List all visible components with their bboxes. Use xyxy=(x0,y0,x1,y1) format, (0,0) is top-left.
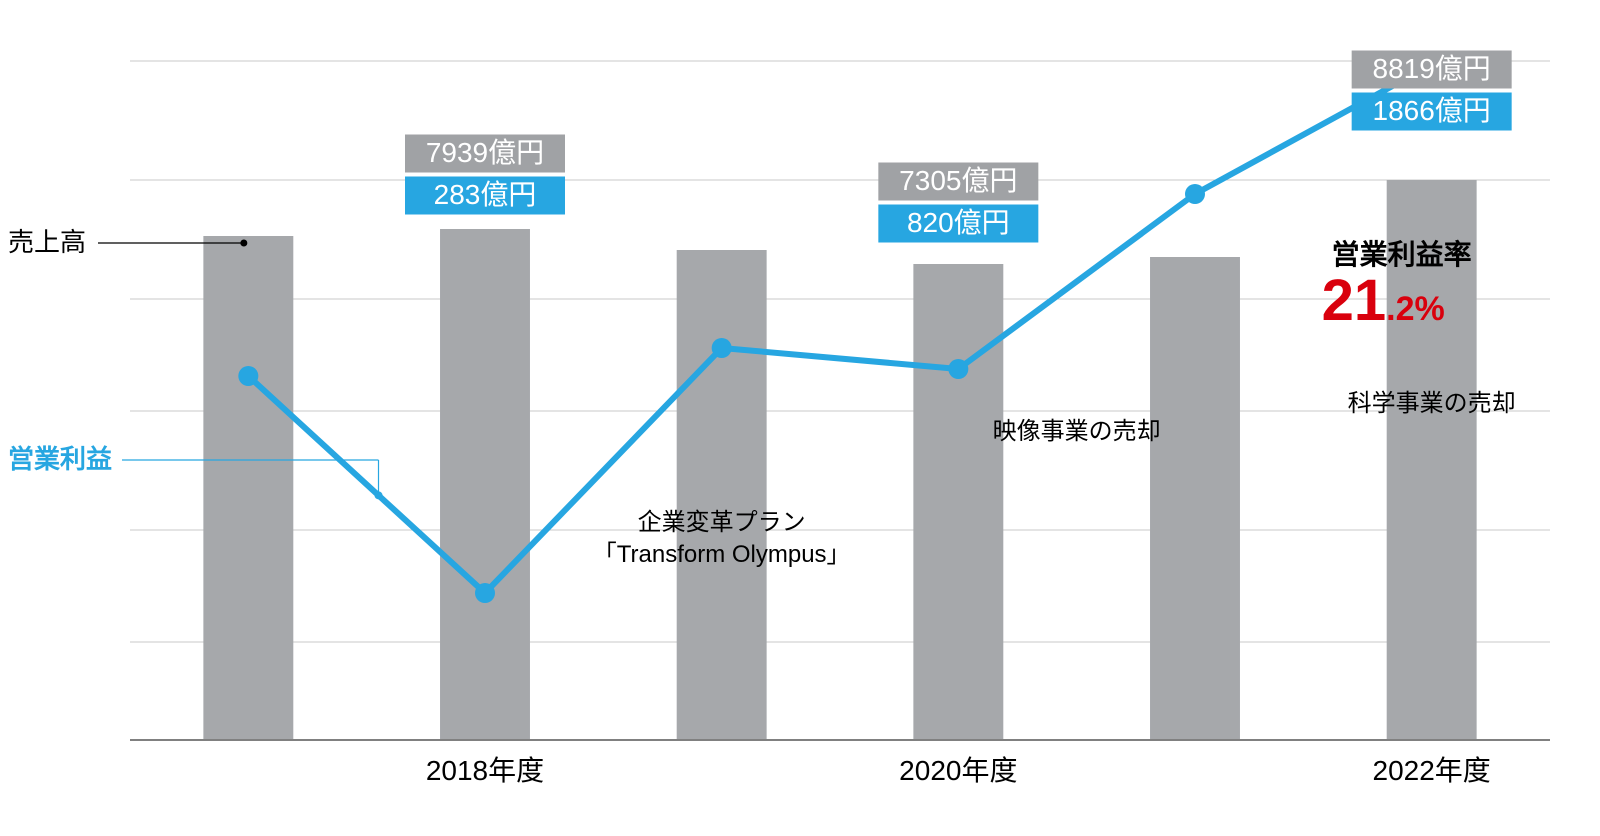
x-axis-label: 2018年度 xyxy=(426,755,544,786)
profit-value-label: 283億円 xyxy=(434,179,537,210)
profit-value-label: 1866億円 xyxy=(1373,95,1491,126)
svg-text:「Transform Olympus」: 「Transform Olympus」 xyxy=(593,541,851,568)
operating-profit-marker xyxy=(238,366,258,386)
chart-annotation: 科学事業の売却 xyxy=(1348,390,1516,417)
svg-text:企業変革プラン: 企業変革プラン xyxy=(638,509,806,536)
revenue-value-label: 7305億円 xyxy=(899,165,1017,196)
svg-text:科学事業の売却: 科学事業の売却 xyxy=(1348,390,1516,417)
series-label-profit: 営業利益 xyxy=(8,444,112,474)
operating-profit-marker xyxy=(712,338,732,358)
revenue-value-label: 7939億円 xyxy=(426,137,544,168)
svg-text:映像事業の売却: 映像事業の売却 xyxy=(993,418,1161,445)
revenue-bar xyxy=(440,229,530,740)
revenue-bar xyxy=(203,236,293,740)
revenue-bar xyxy=(677,250,767,740)
operating-margin-label: 営業利益率 xyxy=(1332,238,1472,270)
operating-profit-marker xyxy=(475,583,495,603)
profit-value-label: 820億円 xyxy=(907,207,1010,238)
revenue-bar xyxy=(1150,257,1240,740)
x-axis-label: 2022年度 xyxy=(1373,755,1491,786)
operating-profit-marker xyxy=(948,359,968,379)
revenue-value-label: 8819億円 xyxy=(1373,53,1491,84)
x-axis-label: 2020年度 xyxy=(899,755,1017,786)
series-label-revenue: 売上高 xyxy=(8,227,86,257)
revenue-bar xyxy=(913,264,1003,740)
chart-annotation: 映像事業の売却 xyxy=(993,418,1161,445)
operating-profit-marker xyxy=(1185,184,1205,204)
revenue-profit-chart: 2018年度 2020年度 2022年度 7939億円 283億円 7305億円 820億円… xyxy=(0,0,1600,836)
